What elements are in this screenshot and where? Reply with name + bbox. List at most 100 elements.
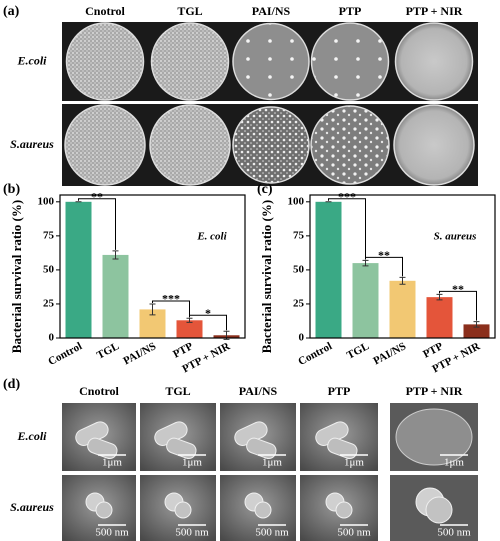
panel-label: (d) (3, 377, 20, 392)
scale-bar-label: 500 nm (95, 527, 129, 539)
agar-plate (150, 22, 230, 101)
x-tick-label: PTP (421, 340, 445, 360)
significance-bracket (78, 198, 116, 250)
y-tick-label: 100 (288, 195, 305, 207)
agar-plate (64, 104, 146, 186)
bar (65, 201, 92, 338)
y-tick-label: 0 (299, 332, 305, 344)
coccus (254, 501, 272, 519)
panel-label: (a) (3, 4, 20, 19)
y-axis-title: Bacterial survival ratio (%) (259, 200, 274, 353)
column-header: Cnotrol (79, 384, 119, 398)
x-tick-label: PAI/NS (121, 340, 158, 367)
coccus (425, 496, 453, 524)
error-bar (362, 259, 369, 267)
y-tick-label: 75 (293, 229, 305, 241)
y-tick-label: 25 (293, 297, 305, 309)
y-axis-title: Bacterial survival ratio (%) (9, 200, 24, 353)
error-bar (112, 250, 119, 260)
significance-label: ** (452, 282, 464, 296)
agar-plate (393, 104, 475, 186)
x-tick-label: TGL (95, 340, 121, 362)
scale-bar-label: 500 nm (437, 527, 471, 539)
bar (352, 263, 379, 338)
row-label: S.aureus (10, 137, 54, 151)
agar-plate (310, 22, 390, 101)
panel-label: (c) (257, 182, 273, 197)
significance-label: *** (338, 190, 356, 204)
panel-d: (d) Cnotrol TGL PAI/NS PTP PTP + NIR E.coli 1μm… (3, 377, 478, 541)
bar (463, 324, 490, 338)
y-tick-label: 50 (43, 263, 55, 275)
scale-bar-label: 500 nm (337, 527, 371, 539)
column-header: PAI/NS (239, 384, 278, 398)
bar (389, 280, 416, 338)
error-bar (149, 303, 156, 316)
y-tick-label: 0 (49, 332, 55, 344)
scale-bar-label: 1μm (182, 457, 202, 469)
column-header: Cnotrol (85, 4, 125, 18)
significance-label: *** (162, 292, 180, 306)
significance-label: ** (378, 248, 390, 262)
agar-plate (65, 22, 145, 101)
agar-plate (310, 105, 390, 185)
column-header: PTP (328, 384, 351, 398)
x-tick-label: PTP (171, 340, 195, 360)
row-label: S.aureus (10, 500, 54, 514)
plot-frame (309, 194, 496, 339)
error-bar (436, 293, 443, 301)
row-label: E.coli (17, 429, 48, 443)
column-header: PTP + NIR (406, 4, 463, 18)
bar (426, 297, 453, 338)
agar-plate (149, 104, 231, 186)
error-bar (473, 321, 480, 328)
bacterium (327, 437, 358, 460)
bar (102, 254, 129, 338)
y-tick-label: 25 (43, 297, 55, 309)
scale-bar-label: 500 nm (175, 527, 209, 539)
x-tick-label: TGL (345, 340, 371, 362)
scale-bar-label: 1μm (344, 457, 364, 469)
significance-bracket (152, 300, 190, 318)
row-label: E.coli (17, 53, 48, 67)
column-header: TGL (177, 4, 202, 18)
plot-frame (59, 194, 246, 339)
coccus (174, 501, 192, 519)
column-header: PAI/NS (252, 4, 291, 18)
agar-plate (232, 22, 310, 101)
y-tick-label: 50 (293, 263, 305, 275)
significance-label: * (205, 306, 211, 320)
x-tick-label: Control (46, 340, 84, 368)
panel-label: (b) (3, 182, 20, 197)
agar-plate (394, 22, 474, 101)
charts: (b) Bacterial survival ratio (%) E. coli 0 2… (3, 182, 496, 375)
agar-plate (232, 106, 310, 184)
aggregate (395, 408, 473, 466)
significance-bracket (439, 290, 477, 321)
coccus (335, 501, 353, 519)
annotation: S. aureus (434, 231, 477, 243)
bar (315, 201, 342, 338)
annotation: E. coli (196, 231, 227, 243)
scale-bar-label: 1μm (444, 457, 464, 469)
column-header: PTP + NIR (406, 384, 463, 398)
scale-bar-label: 1μm (102, 457, 122, 469)
column-header: TGL (165, 384, 190, 398)
x-tick-label: PAI/NS (371, 340, 408, 367)
y-tick-label: 100 (38, 195, 55, 207)
bar (176, 320, 203, 338)
significance-label: ** (91, 190, 103, 204)
coccus (95, 501, 113, 519)
scale-bar-label: 500 nm (255, 527, 289, 539)
error-bar (399, 276, 406, 285)
significance-bracket (328, 198, 366, 260)
panel-a: (a) Cnotrol TGL PAI/NS PTP PTP + NIR E.coli S.a… (3, 4, 478, 186)
x-tick-label: Control (296, 340, 334, 368)
significance-bracket (189, 314, 227, 331)
scale-bar-label: 1μm (262, 457, 282, 469)
significance-bracket (365, 256, 403, 277)
y-tick-label: 75 (43, 229, 55, 241)
column-header: PTP (339, 4, 362, 18)
error-bar (186, 317, 193, 323)
